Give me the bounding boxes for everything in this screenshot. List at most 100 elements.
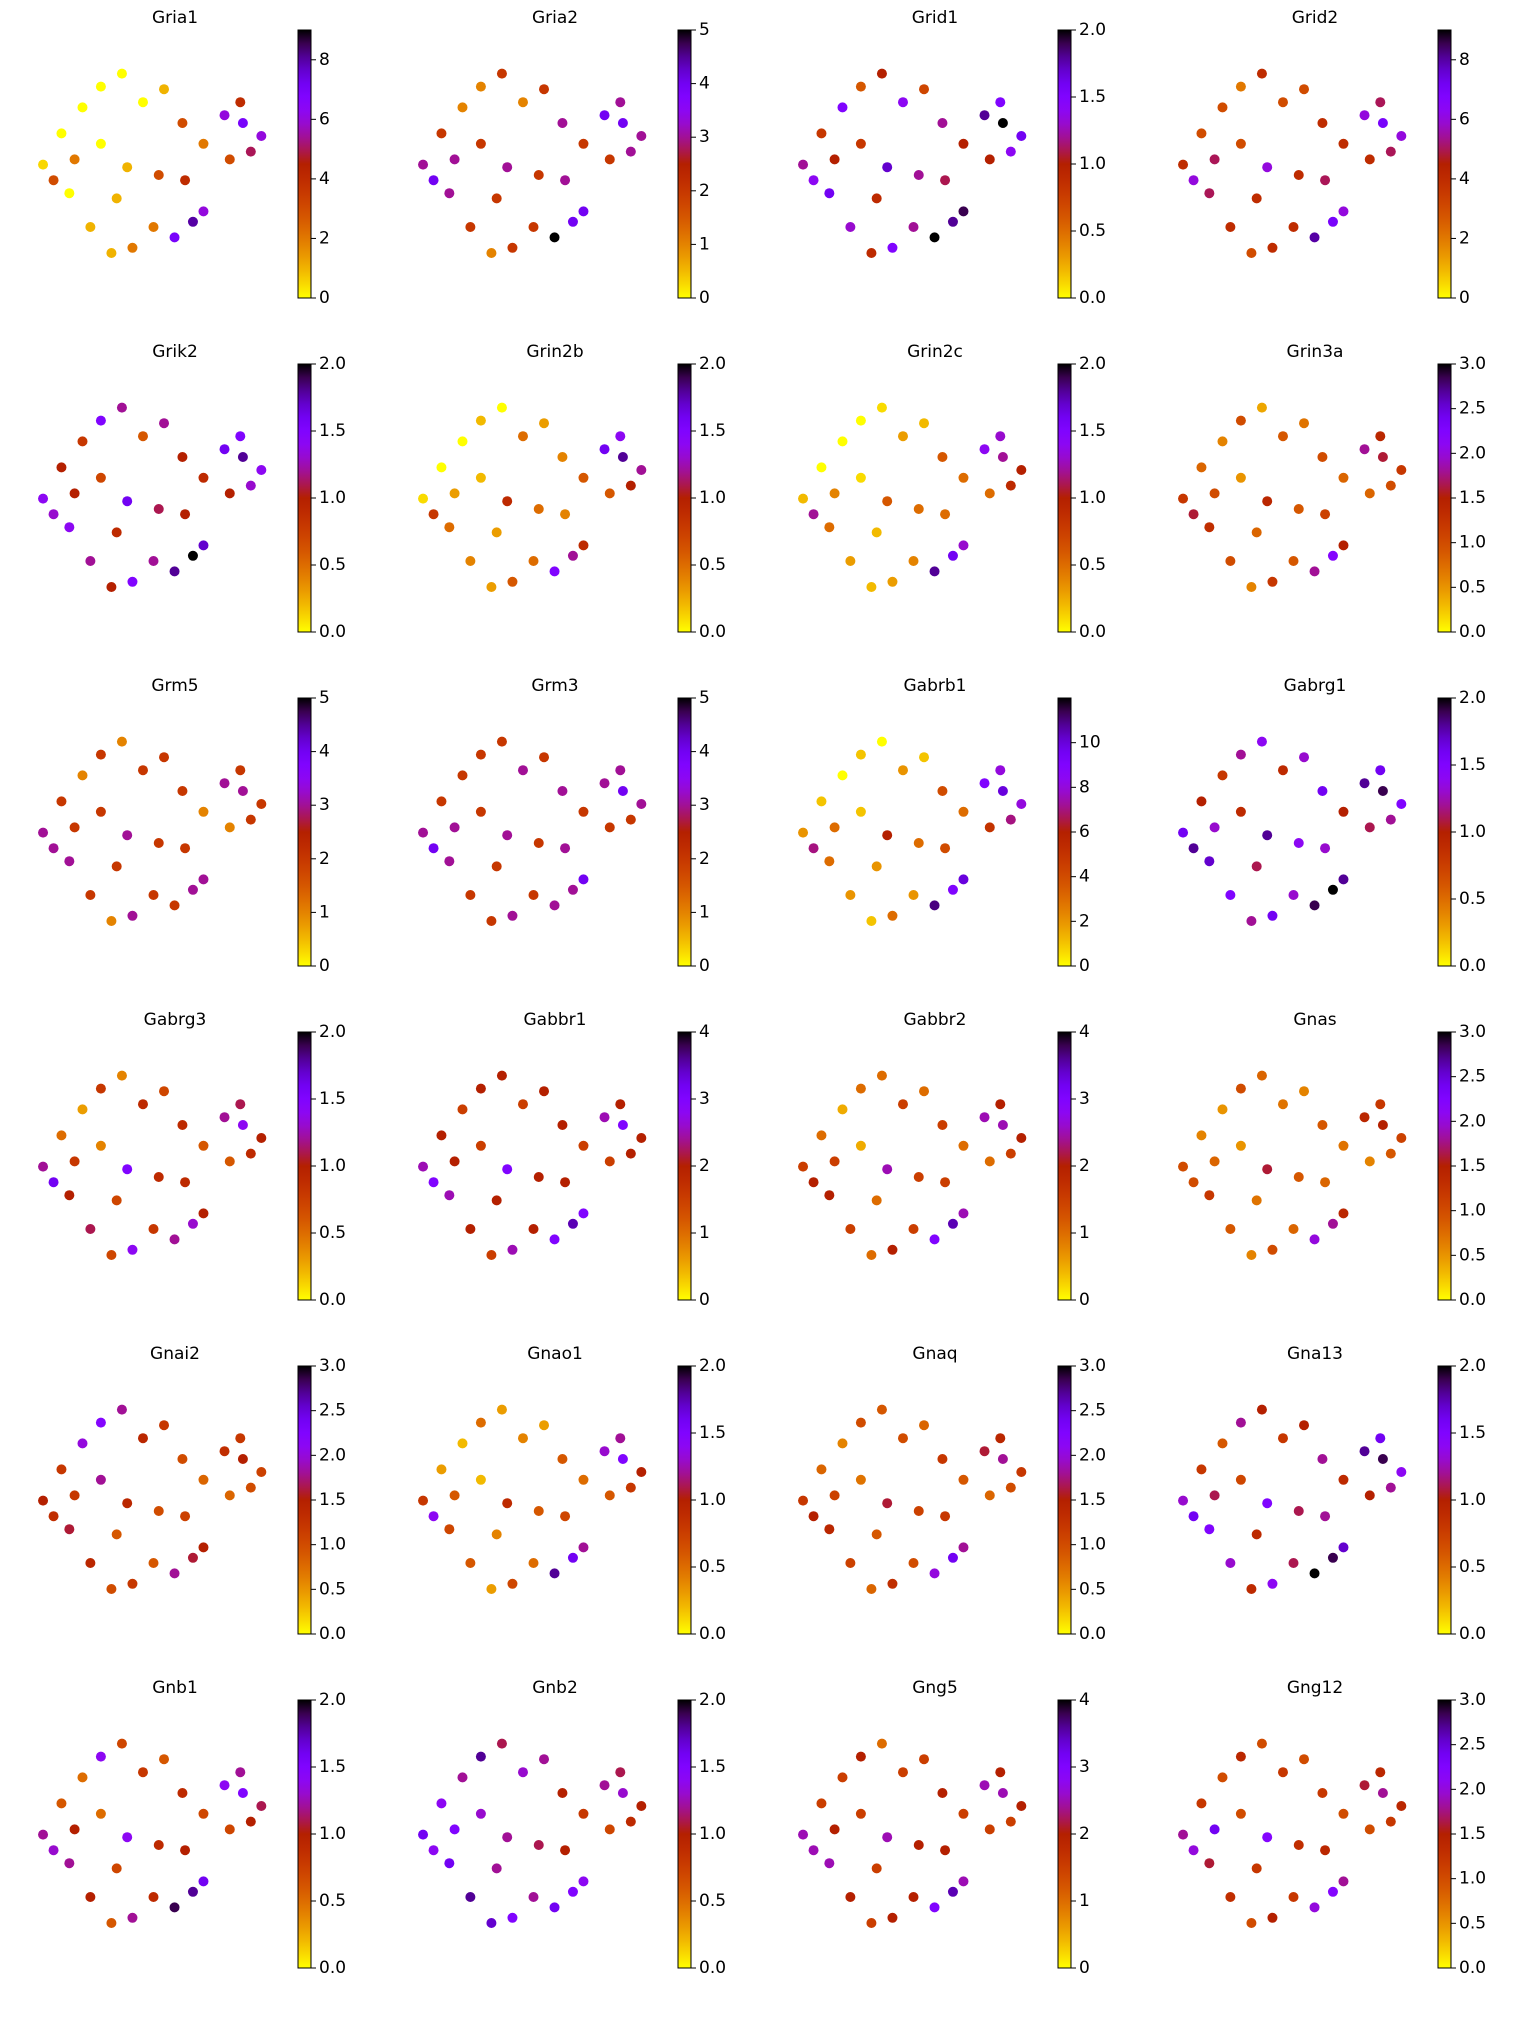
cell-point — [855, 806, 866, 817]
cell-point — [1225, 1892, 1236, 1902]
colorbar-tick-label: 2.0 — [1459, 1356, 1486, 1376]
cell-point — [428, 1845, 439, 1856]
cell-point — [995, 1767, 1006, 1778]
cell-point — [48, 1845, 59, 1856]
cell-point — [539, 418, 550, 429]
colorbar — [1057, 363, 1072, 633]
cell-point — [897, 1433, 908, 1444]
cell-point — [169, 1234, 180, 1245]
colorbar-tick-label: 1.5 — [1079, 421, 1106, 441]
cell-point — [533, 170, 544, 180]
colorbar — [297, 1031, 312, 1301]
cell-point — [1246, 1918, 1257, 1928]
cell-point — [436, 1130, 447, 1141]
colorbar-tick-label: 0.5 — [319, 1223, 346, 1243]
cell-point — [855, 1474, 866, 1485]
colorbar-tick-label: 0.5 — [319, 1579, 346, 1599]
cell-point — [1396, 1133, 1407, 1143]
cell-point — [1235, 81, 1246, 92]
cell-point — [897, 1099, 908, 1110]
cell-point — [866, 1250, 877, 1260]
cell-point — [224, 488, 235, 499]
colorbar-tick-label: 0.5 — [1459, 1913, 1486, 1933]
cell-point — [85, 556, 96, 566]
cell-point — [528, 890, 539, 900]
cell-point — [69, 1490, 80, 1501]
colorbar-tick-label: 3.0 — [1459, 1022, 1486, 1042]
panel-title: Gabrb1 — [904, 676, 967, 696]
cell-point — [816, 128, 827, 139]
cell-point — [1235, 749, 1246, 760]
cell-point — [465, 222, 476, 232]
cell-point — [539, 1086, 550, 1097]
colorbar-tick-label: 10 — [1079, 733, 1101, 753]
cell-point — [1338, 1542, 1349, 1553]
panel-title: Gng5 — [912, 1678, 958, 1698]
cell-point — [127, 576, 138, 587]
cell-point — [38, 1161, 49, 1172]
cell-point — [1364, 1156, 1375, 1167]
cell-point — [1338, 1808, 1349, 1819]
colorbar-tick-label: 1.5 — [319, 1757, 346, 1777]
cell-point — [539, 1754, 550, 1765]
cell-point — [95, 415, 106, 426]
cell-point — [913, 504, 924, 514]
cell-point — [224, 154, 235, 165]
cell-point — [69, 154, 80, 165]
cell-point — [1299, 752, 1310, 763]
cell-point — [557, 118, 568, 128]
cell-point — [979, 110, 990, 121]
colorbar-tick-label: 2 — [1079, 1156, 1090, 1176]
cell-point — [496, 736, 507, 747]
cell-point — [428, 175, 439, 186]
cell-point — [1338, 472, 1349, 483]
cell-point — [1385, 146, 1396, 157]
cell-point — [449, 1490, 460, 1501]
cell-point — [882, 496, 893, 507]
cell-point — [919, 418, 930, 429]
cell-point — [1377, 1788, 1388, 1798]
cell-point — [1364, 1490, 1375, 1501]
cell-point — [444, 1524, 455, 1535]
cell-point — [567, 884, 578, 895]
cell-point — [475, 806, 486, 817]
cell-point — [122, 162, 133, 173]
cell-point — [1364, 822, 1375, 833]
colorbar-tick-label: 0.0 — [1079, 288, 1106, 308]
cell-point — [169, 1568, 180, 1579]
cell-point — [198, 540, 209, 551]
cell-point — [64, 1524, 75, 1535]
colorbar-tick-label: 4 — [699, 74, 710, 94]
cell-point — [444, 188, 455, 199]
cell-point — [882, 1498, 893, 1509]
cell-point — [1251, 1195, 1262, 1206]
cell-point — [95, 1474, 106, 1485]
cell-point — [95, 1417, 106, 1428]
cell-point — [1317, 452, 1328, 462]
cell-point — [929, 1902, 940, 1913]
panel-title: Gnb1 — [152, 1678, 198, 1698]
cell-point — [95, 1140, 106, 1151]
cell-point — [829, 154, 840, 165]
cell-point — [1317, 1788, 1328, 1798]
cell-point — [1359, 1780, 1370, 1791]
cell-point — [1327, 884, 1338, 895]
cell-point — [1299, 1420, 1310, 1431]
colorbar — [1057, 1699, 1072, 1969]
colorbar-tick-label: 0.0 — [699, 1624, 726, 1644]
cell-point — [908, 1558, 919, 1568]
cell-point — [1235, 138, 1246, 149]
cell-point — [871, 1863, 882, 1874]
cell-point — [1277, 431, 1288, 442]
cell-point — [919, 84, 930, 95]
cell-point — [560, 175, 571, 186]
cell-point — [560, 1177, 571, 1188]
colorbar-tick-label: 1.5 — [1079, 1490, 1106, 1510]
cell-point — [1196, 1798, 1207, 1809]
cell-point — [180, 509, 191, 520]
cell-point — [187, 1552, 198, 1563]
cell-point — [578, 540, 589, 551]
cell-point — [1267, 1578, 1278, 1589]
cell-point — [1385, 1148, 1396, 1159]
cell-point — [937, 1120, 948, 1130]
